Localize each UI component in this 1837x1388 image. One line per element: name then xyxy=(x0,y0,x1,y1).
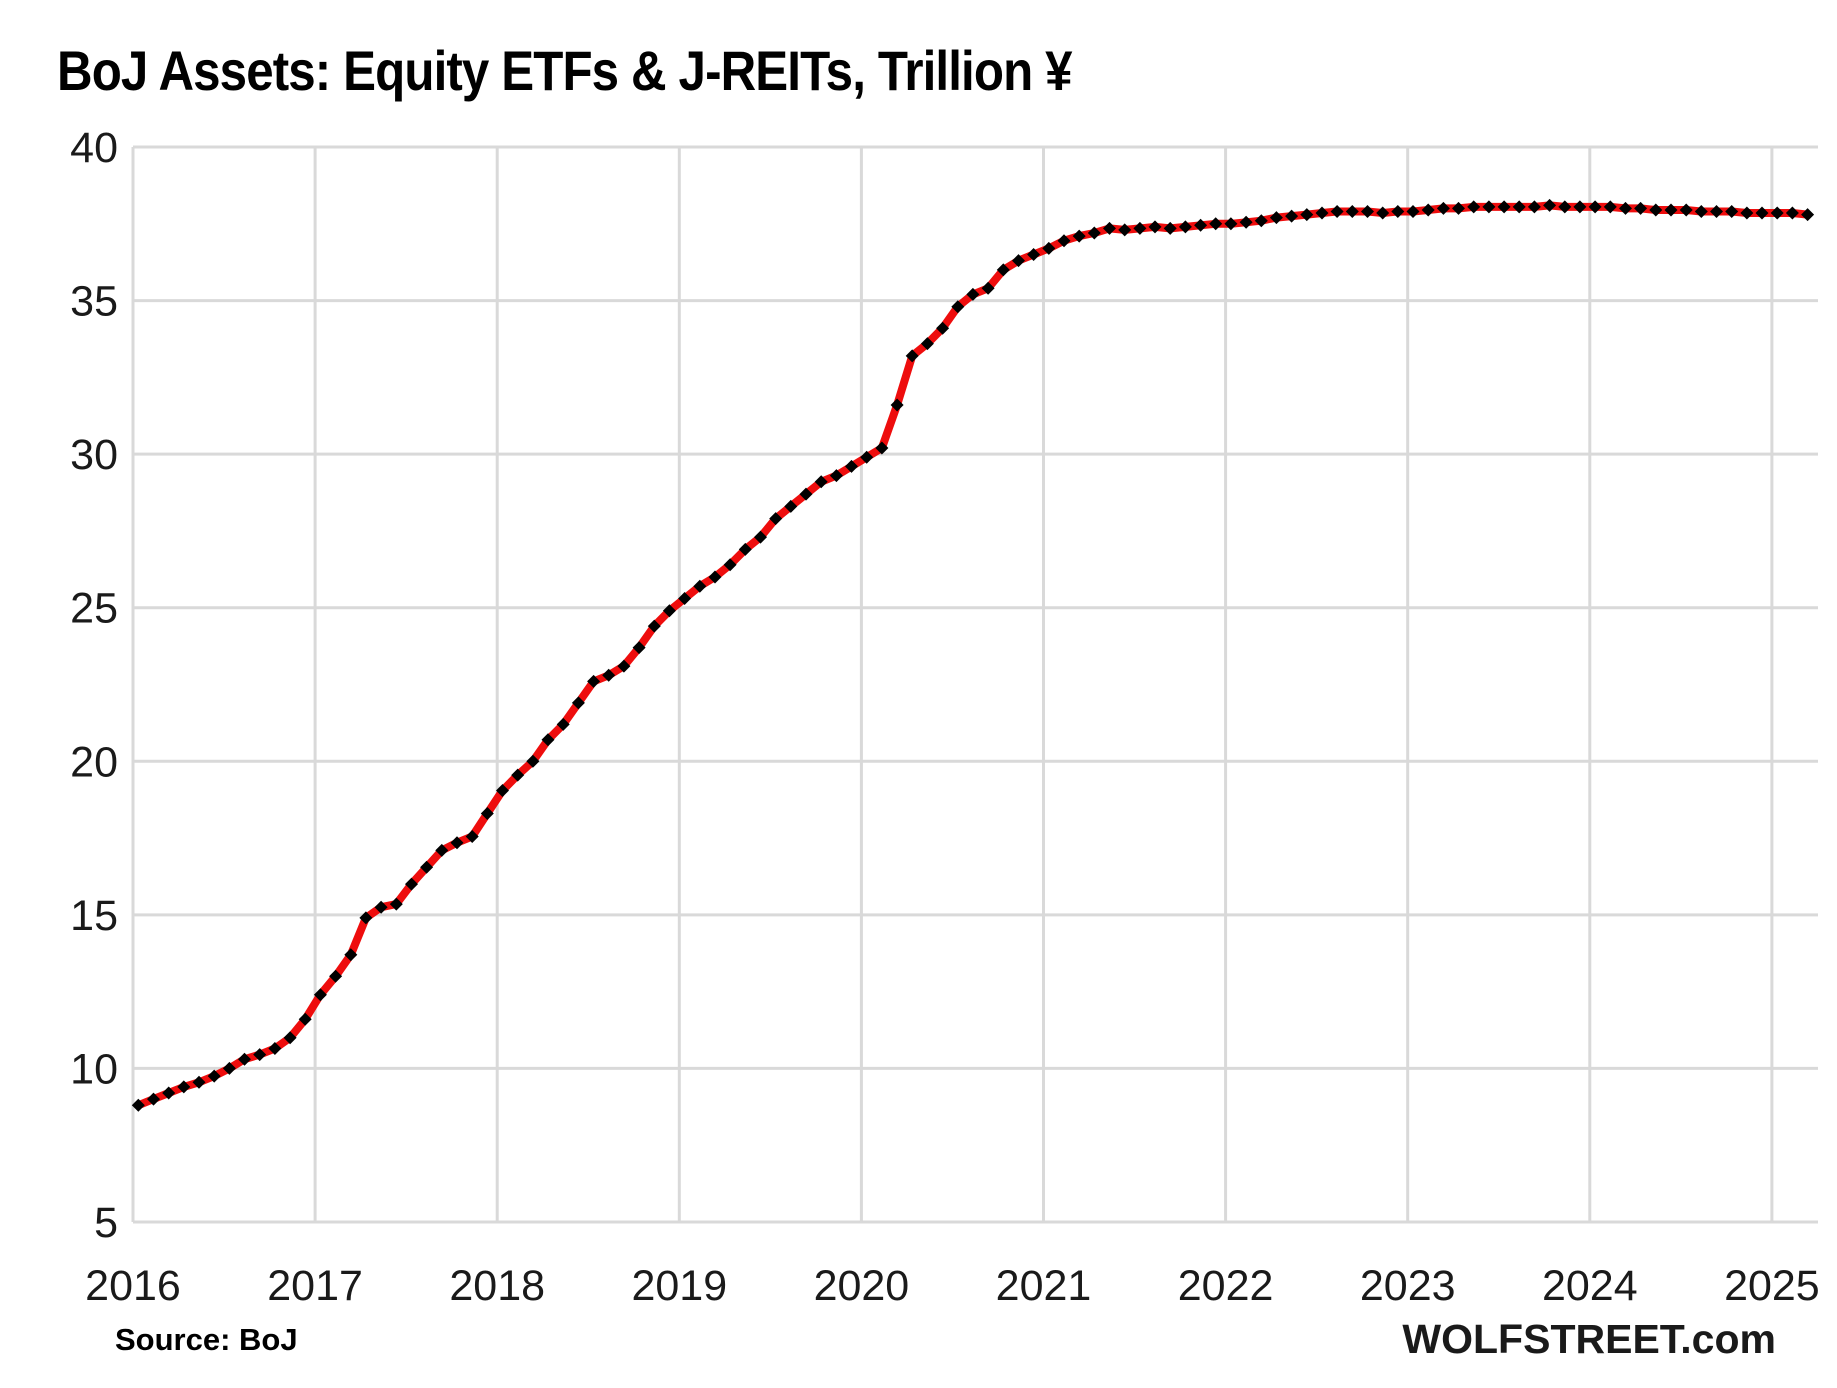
x-tick-label: 2025 xyxy=(1724,1262,1820,1310)
chart-title: BoJ Assets: Equity ETFs & J-REITs, Trill… xyxy=(57,39,1073,102)
y-tick-label: 30 xyxy=(70,431,118,479)
y-axis-tick-labels: 5 10 15 20 25 30 35 40 xyxy=(70,124,118,1247)
data-point-markers xyxy=(131,198,1815,1112)
x-tick-label: 2021 xyxy=(996,1262,1092,1310)
y-tick-label: 35 xyxy=(70,278,118,326)
y-tick-label: 40 xyxy=(70,124,118,172)
x-tick-label: 2018 xyxy=(449,1262,545,1310)
y-tick-label: 5 xyxy=(94,1199,118,1247)
y-tick-label: 10 xyxy=(70,1045,118,1093)
x-tick-label: 2019 xyxy=(631,1262,727,1310)
gridlines xyxy=(131,145,1818,1224)
wolfstreet-watermark: WOLFSTREET.com xyxy=(1402,1316,1776,1362)
data-line xyxy=(134,201,1812,1110)
x-tick-label: 2020 xyxy=(814,1262,910,1310)
x-tick-label: 2017 xyxy=(267,1262,363,1310)
x-tick-label: 2022 xyxy=(1178,1262,1274,1310)
y-tick-label: 25 xyxy=(70,585,118,633)
source-note: Source: BoJ xyxy=(115,1322,298,1357)
y-tick-label: 20 xyxy=(70,738,118,786)
y-tick-label: 15 xyxy=(70,892,118,940)
data-line-series xyxy=(131,198,1815,1112)
x-tick-label: 2024 xyxy=(1542,1262,1638,1310)
x-tick-label: 2016 xyxy=(85,1262,181,1310)
x-axis-tick-labels: 2016 2017 2018 2019 2020 2021 2022 2023 2024 2025 xyxy=(85,1262,1820,1310)
x-tick-label: 2023 xyxy=(1360,1262,1456,1310)
